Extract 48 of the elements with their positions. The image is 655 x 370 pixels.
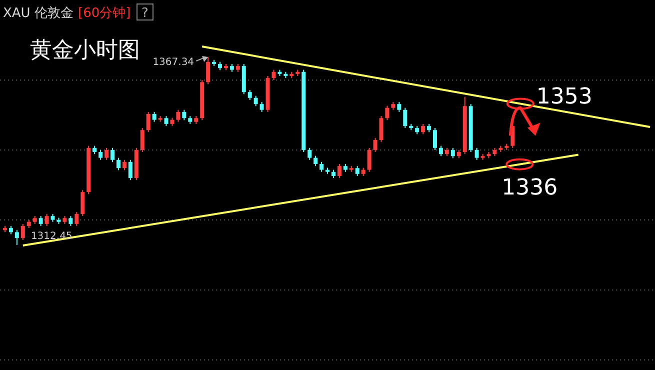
candlestick: [98, 149, 103, 160]
candlestick: [140, 128, 144, 153]
candlestick: [385, 105, 390, 121]
candlestick: [128, 159, 132, 181]
annotation: 1367.34: [152, 57, 194, 68]
candlestick: [68, 216, 73, 226]
candlestick: [152, 111, 156, 122]
candlestick: [355, 166, 360, 176]
candlestick: [421, 123, 426, 135]
candlestick: [397, 102, 402, 112]
text: ?: [142, 6, 148, 21]
candlestick: [74, 211, 79, 226]
candlestick: [379, 116, 384, 143]
candlestick: [104, 147, 109, 160]
candlestick: [367, 147, 372, 172]
annotation: 1353: [536, 84, 592, 110]
candlestick: [248, 90, 252, 100]
annotation: 1336: [502, 175, 558, 200]
chart-title: 黄金小时图: [30, 38, 140, 63]
candlestick: [182, 109, 186, 121]
chart-subtitle: XAU 伦敦金: [3, 6, 74, 21]
candlestick: [116, 157, 120, 171]
candlestick: [373, 137, 378, 153]
candlestick: [122, 159, 126, 171]
candlestick: [272, 69, 276, 81]
candlestick: [206, 56, 210, 85]
candlestick: [254, 95, 258, 107]
text: [60分钟]: [78, 6, 131, 21]
candlestick: [146, 111, 150, 133]
candlestick: [308, 147, 312, 160]
candlestick: [450, 147, 455, 159]
candlestick: [20, 223, 25, 241]
candlestick: [320, 161, 324, 172]
annotation: 1312.45: [30, 231, 72, 242]
candlestick: [337, 164, 342, 179]
candlestick: [14, 230, 19, 246]
candlestick: [176, 109, 180, 122]
candlestick: [474, 147, 479, 160]
candlestick: [433, 128, 437, 150]
candlestick: [260, 102, 264, 112]
candlestick: [44, 214, 49, 226]
candlestick: [403, 107, 408, 129]
candlestick: [164, 116, 168, 126]
candlestick: [38, 216, 43, 226]
candlestick: [80, 190, 85, 217]
candlestick: [438, 145, 443, 157]
candlestick: [314, 155, 318, 167]
candlestick: [110, 147, 114, 162]
